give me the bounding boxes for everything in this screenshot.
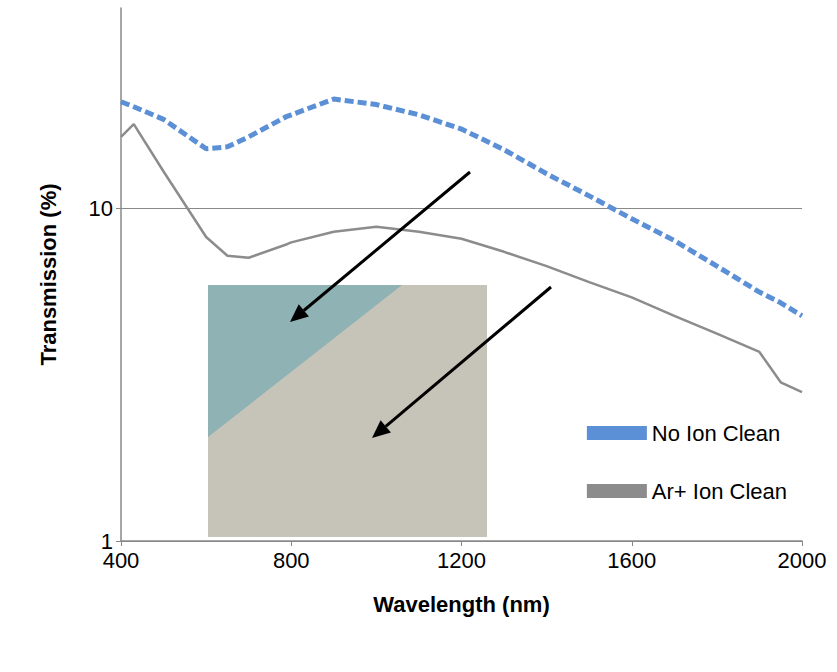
svg-text:1200: 1200 (437, 548, 486, 573)
svg-text:10: 10 (89, 196, 113, 221)
svg-text:Transmission (%): Transmission (%) (36, 183, 61, 365)
svg-text:Ar+ Ion Clean: Ar+ Ion Clean (652, 479, 787, 504)
svg-text:1600: 1600 (607, 548, 656, 573)
svg-text:1: 1 (100, 528, 113, 554)
svg-text:800: 800 (273, 548, 310, 573)
svg-text:No Ion Clean: No Ion Clean (652, 421, 780, 446)
svg-text:400: 400 (103, 548, 140, 573)
svg-text:Wavelength (nm): Wavelength (nm) (373, 592, 549, 617)
svg-text:2000: 2000 (778, 548, 827, 573)
